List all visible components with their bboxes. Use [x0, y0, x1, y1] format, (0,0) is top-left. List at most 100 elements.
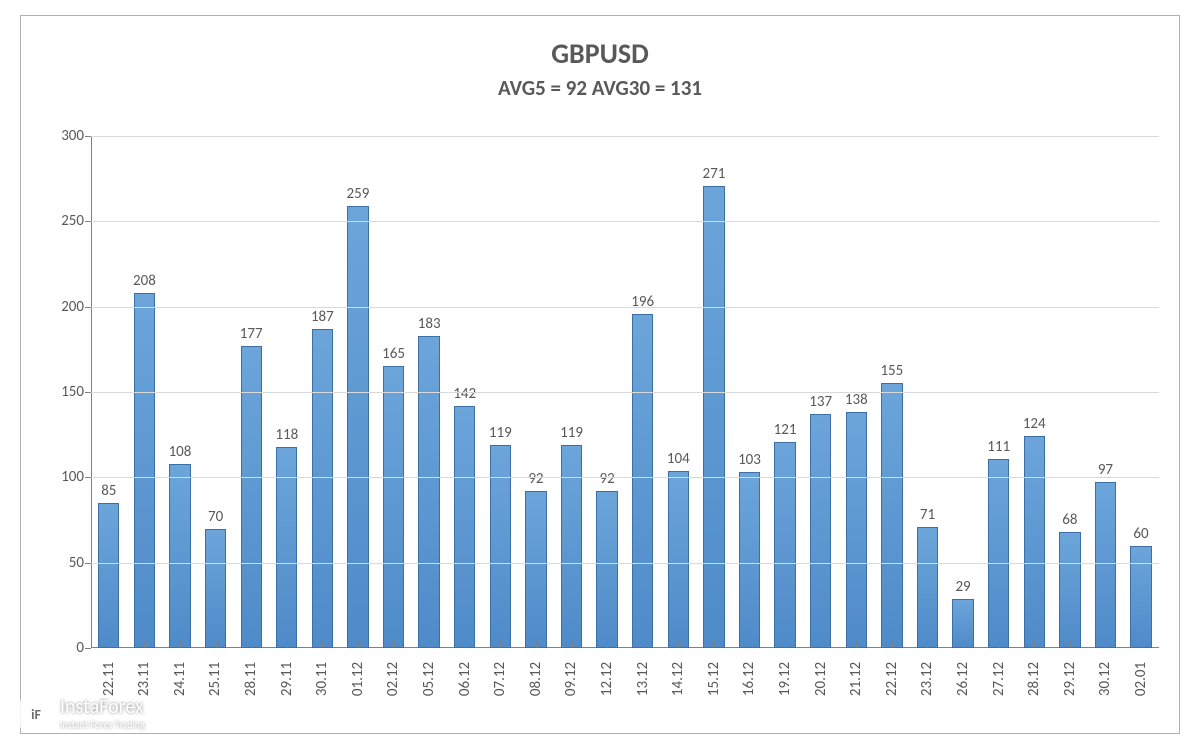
x-axis-label: 08.12 [527, 662, 545, 696]
x-tick [394, 642, 395, 648]
x-tick [749, 642, 750, 648]
x-slot: 22.12 [874, 648, 910, 718]
bar: 165 [383, 366, 404, 648]
bar-value-label: 119 [489, 424, 512, 442]
x-slot: 13.12 [625, 648, 661, 718]
bar: 60 [1130, 546, 1151, 648]
bar: 97 [1095, 482, 1116, 648]
bar-value-label: 142 [453, 385, 476, 403]
x-slot: 29.11 [269, 648, 305, 718]
x-slot: 05.12 [411, 648, 447, 718]
x-tick [429, 642, 430, 648]
x-slot: 25.11 [198, 648, 234, 718]
x-tick [821, 642, 822, 648]
bar-value-label: 121 [774, 421, 797, 439]
x-slot: 28.12 [1016, 648, 1052, 718]
bar-value-label: 70 [208, 508, 223, 526]
x-axis-label: 19.12 [776, 662, 794, 696]
x-slot: 12.12 [589, 648, 625, 718]
x-slot: 02.01 [1123, 648, 1159, 718]
bar-value-label: 155 [880, 362, 903, 380]
bar-value-label: 208 [133, 272, 156, 290]
gridline [91, 563, 1159, 564]
watermark-icon: iF [20, 698, 52, 730]
x-tick [500, 642, 501, 648]
x-tick [144, 642, 145, 648]
watermark-icon-text: iF [31, 706, 41, 723]
watermark-tagline: Instant Forex Trading [60, 719, 145, 731]
x-tick [1141, 642, 1142, 648]
bar-value-label: 259 [347, 185, 370, 203]
bar-value-label: 137 [809, 393, 832, 411]
bar: 92 [596, 491, 617, 648]
x-slot: 08.12 [518, 648, 554, 718]
x-axis-label: 15.12 [705, 662, 723, 696]
x-tick [536, 642, 537, 648]
x-tick [1034, 642, 1035, 648]
x-axis-label: 24.11 [171, 662, 189, 696]
bar-value-label: 124 [1023, 415, 1046, 433]
y-axis-label: 0 [46, 639, 84, 657]
bar: 183 [418, 336, 439, 648]
x-axis-label: 22.12 [883, 662, 901, 696]
x-axis-label: 22.11 [100, 662, 118, 696]
x-slot: 15.12 [696, 648, 732, 718]
bar-value-label: 119 [560, 424, 583, 442]
x-axis-label: 02.01 [1132, 662, 1150, 696]
bar-value-label: 118 [275, 426, 298, 444]
bar-value-label: 138 [845, 391, 868, 409]
x-axis-label: 27.12 [990, 662, 1008, 696]
x-axis-label: 30.11 [313, 662, 331, 696]
x-tick [785, 642, 786, 648]
y-axis-label: 200 [46, 298, 84, 316]
gridline [91, 392, 1159, 393]
x-axis-label: 21.12 [847, 662, 865, 696]
x-tick [216, 642, 217, 648]
bar: 71 [917, 527, 938, 648]
x-axis: 22.1123.1124.1125.1128.1129.1130.1101.12… [91, 648, 1159, 718]
x-slot: 14.12 [661, 648, 697, 718]
bar-value-label: 92 [600, 470, 615, 488]
watermark: iF InstaForex Instant Forex Trading [20, 697, 145, 731]
bar: 92 [525, 491, 546, 648]
title-block: GBPUSD AVG5 = 92 AVG30 = 131 [21, 16, 1179, 101]
x-tick [287, 642, 288, 648]
bar-value-label: 68 [1062, 511, 1077, 529]
x-tick [1105, 642, 1106, 648]
x-axis-label: 30.12 [1096, 662, 1114, 696]
x-slot: 07.12 [483, 648, 519, 718]
bar: 142 [454, 406, 475, 648]
y-axis-label: 250 [46, 212, 84, 230]
x-slot: 28.11 [233, 648, 269, 718]
bar-value-label: 85 [101, 482, 116, 500]
x-tick [322, 642, 323, 648]
x-tick [643, 642, 644, 648]
gridline [91, 477, 1159, 478]
x-axis-label: 12.12 [598, 662, 616, 696]
x-axis-label: 13.12 [634, 662, 652, 696]
gridline [91, 307, 1159, 308]
gridline [91, 136, 1159, 137]
x-axis-label: 09.12 [563, 662, 581, 696]
x-axis-label: 05.12 [420, 662, 438, 696]
bar: 29 [952, 599, 973, 648]
bar: 119 [490, 445, 511, 648]
gridline [91, 221, 1159, 222]
x-axis-label: 29.12 [1061, 662, 1079, 696]
watermark-brand: InstaForex [60, 697, 145, 717]
y-axis-label: 50 [46, 554, 84, 572]
x-tick [714, 642, 715, 648]
watermark-text: InstaForex Instant Forex Trading [60, 697, 145, 731]
bar: 111 [988, 459, 1009, 648]
chart-container: GBPUSD AVG5 = 92 AVG30 = 131 85208108701… [20, 15, 1180, 734]
x-slot: 27.12 [981, 648, 1017, 718]
x-tick [465, 642, 466, 648]
bar: 104 [668, 471, 689, 648]
y-axis-label: 100 [46, 468, 84, 486]
x-tick [927, 642, 928, 648]
x-tick [251, 642, 252, 648]
x-slot: 26.12 [945, 648, 981, 718]
x-tick [109, 642, 110, 648]
x-tick [999, 642, 1000, 648]
bar: 259 [347, 206, 368, 648]
